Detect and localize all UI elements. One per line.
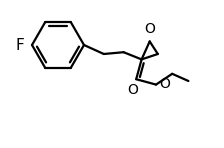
Text: O: O (127, 83, 138, 97)
Text: O: O (159, 77, 170, 91)
Text: O: O (144, 22, 155, 36)
Text: F: F (15, 37, 24, 53)
